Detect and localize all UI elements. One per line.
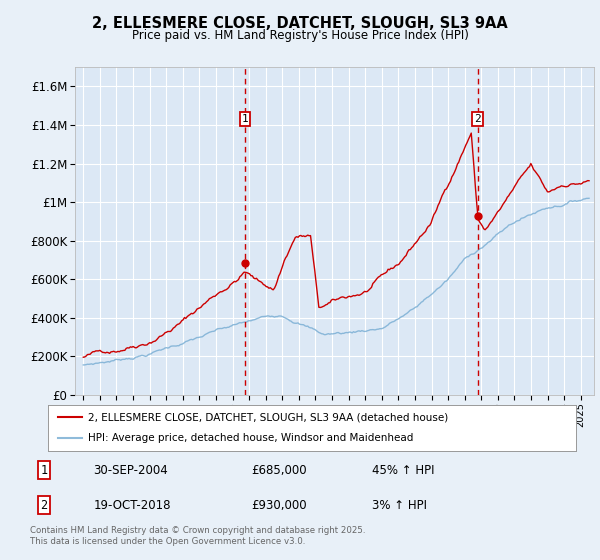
Text: 1: 1 xyxy=(40,464,47,477)
Text: £930,000: £930,000 xyxy=(251,499,307,512)
Text: 45% ↑ HPI: 45% ↑ HPI xyxy=(372,464,435,477)
Text: 2: 2 xyxy=(475,114,481,124)
Text: 2, ELLESMERE CLOSE, DATCHET, SLOUGH, SL3 9AA (detached house): 2, ELLESMERE CLOSE, DATCHET, SLOUGH, SL3… xyxy=(88,412,448,422)
Text: Price paid vs. HM Land Registry's House Price Index (HPI): Price paid vs. HM Land Registry's House … xyxy=(131,29,469,42)
Text: HPI: Average price, detached house, Windsor and Maidenhead: HPI: Average price, detached house, Wind… xyxy=(88,433,413,444)
Text: 2: 2 xyxy=(40,499,47,512)
Text: 1: 1 xyxy=(242,114,248,124)
Text: Contains HM Land Registry data © Crown copyright and database right 2025.
This d: Contains HM Land Registry data © Crown c… xyxy=(30,526,365,546)
Text: 30-SEP-2004: 30-SEP-2004 xyxy=(94,464,168,477)
Text: 3% ↑ HPI: 3% ↑ HPI xyxy=(372,499,427,512)
Text: £685,000: £685,000 xyxy=(251,464,307,477)
Text: 19-OCT-2018: 19-OCT-2018 xyxy=(94,499,171,512)
Text: 2, ELLESMERE CLOSE, DATCHET, SLOUGH, SL3 9AA: 2, ELLESMERE CLOSE, DATCHET, SLOUGH, SL3… xyxy=(92,16,508,31)
